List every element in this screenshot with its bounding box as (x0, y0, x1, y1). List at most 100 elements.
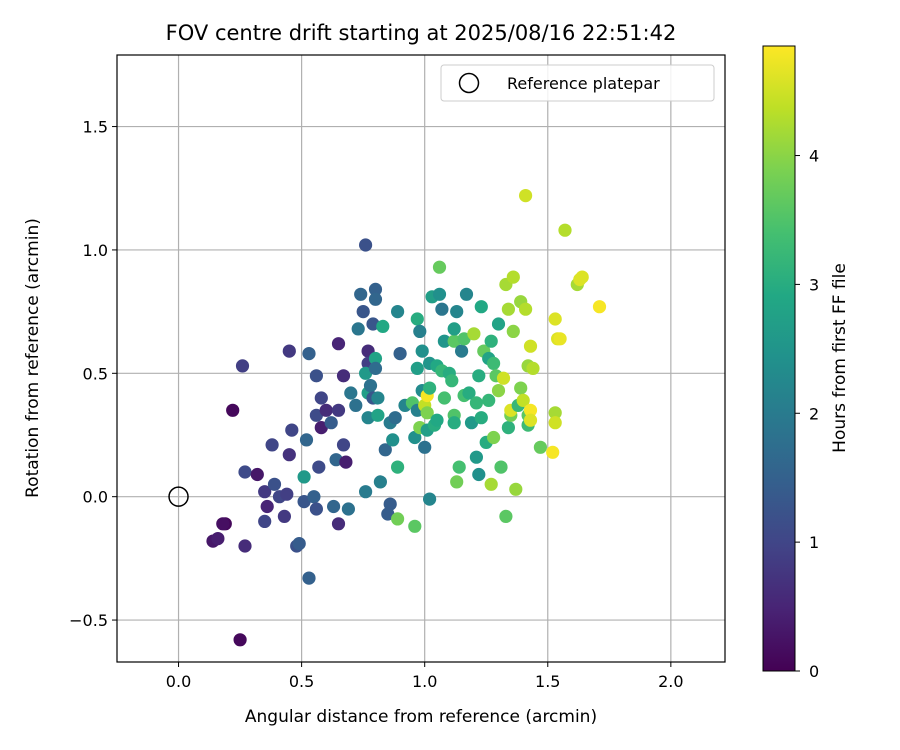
data-point (250, 467, 264, 482)
x-tick-label: 2.0 (658, 672, 683, 691)
data-point (260, 499, 274, 514)
data-point (423, 381, 437, 395)
x-tick-label: 0.5 (289, 672, 314, 691)
data-point (452, 460, 466, 474)
legend-reference-marker (458, 72, 480, 94)
data-point (359, 238, 373, 252)
data-point (331, 403, 346, 417)
data-point (238, 465, 252, 479)
data-point (391, 460, 405, 474)
data-point (388, 411, 402, 425)
data-point (378, 443, 392, 457)
data-point (258, 514, 272, 529)
data-point (344, 386, 358, 400)
data-point (575, 270, 589, 284)
reference-marker-layer (168, 486, 189, 507)
data-point (383, 497, 397, 511)
scatter-points (206, 189, 607, 647)
data-point (450, 305, 464, 319)
chart-title: FOV centre drift starting at 2025/08/16 … (166, 21, 677, 45)
x-axis-label: Angular distance from reference (arcmin) (245, 707, 597, 727)
data-point (418, 440, 432, 454)
data-point (548, 416, 562, 430)
data-point (265, 438, 279, 452)
data-point (393, 347, 407, 361)
y-tick-label: 1.0 (83, 241, 108, 260)
data-point (408, 430, 422, 445)
data-point (359, 366, 373, 380)
colorbar-tick-label: 3 (809, 275, 819, 294)
data-point (548, 312, 562, 326)
x-tick-label: 0.0 (166, 672, 191, 691)
data-point (356, 305, 370, 319)
data-point (519, 189, 533, 203)
data-point (410, 361, 424, 375)
data-point (487, 430, 501, 445)
colorbar-tick-label: 1 (809, 533, 819, 552)
data-point (413, 324, 427, 338)
data-point (292, 537, 306, 551)
data-point (233, 633, 247, 647)
data-point (226, 403, 240, 417)
data-point (391, 305, 405, 319)
data-point (282, 344, 296, 358)
y-tick-label: 1.5 (83, 118, 108, 137)
data-point (336, 369, 351, 383)
y-tick-label: −0.5 (69, 611, 108, 630)
data-point (523, 339, 538, 353)
data-point (354, 287, 368, 301)
data-point (526, 361, 540, 375)
data-point (327, 499, 341, 514)
data-point (238, 539, 252, 553)
y-tick-label: 0.5 (83, 364, 108, 383)
data-point (501, 421, 515, 435)
data-point (491, 384, 506, 398)
x-axis-ticks: 0.0 0.5 1.0 1.5 2.0 (166, 662, 684, 691)
data-point (280, 487, 294, 501)
data-point (423, 492, 437, 506)
data-point (516, 393, 530, 407)
data-point (484, 334, 498, 348)
colorbar (762, 45, 796, 672)
data-point (523, 413, 538, 427)
data-point (553, 332, 567, 346)
data-point (474, 411, 488, 425)
data-point (331, 517, 346, 531)
data-point (341, 502, 355, 516)
data-point (299, 433, 314, 447)
data-point (339, 455, 353, 469)
data-point (467, 327, 481, 341)
data-point (514, 381, 528, 395)
data-point (410, 312, 424, 326)
data-point (484, 477, 498, 491)
data-point (371, 408, 385, 422)
data-point (445, 374, 459, 388)
data-point (437, 334, 451, 348)
data-point (546, 445, 560, 459)
plot-frame (116, 54, 726, 663)
data-point (331, 337, 346, 351)
data-point (368, 361, 383, 375)
data-point (297, 470, 311, 484)
data-point (302, 347, 316, 361)
data-point (496, 371, 511, 385)
data-point (432, 260, 447, 274)
data-point (447, 416, 461, 430)
colorbar-tick-label: 2 (809, 404, 819, 423)
data-point (211, 532, 225, 546)
data-point (482, 393, 496, 407)
data-point (455, 344, 469, 358)
data-point (450, 475, 464, 489)
data-point (408, 519, 422, 533)
data-point (359, 485, 373, 499)
colorbar-label: Hours from first FF file (830, 263, 850, 453)
data-point (314, 391, 328, 405)
data-point (474, 300, 488, 314)
data-point (509, 482, 523, 496)
data-point (376, 319, 390, 333)
reference-marker (168, 486, 189, 507)
data-point (469, 450, 483, 464)
data-point (302, 571, 316, 585)
legend-box (440, 64, 715, 102)
